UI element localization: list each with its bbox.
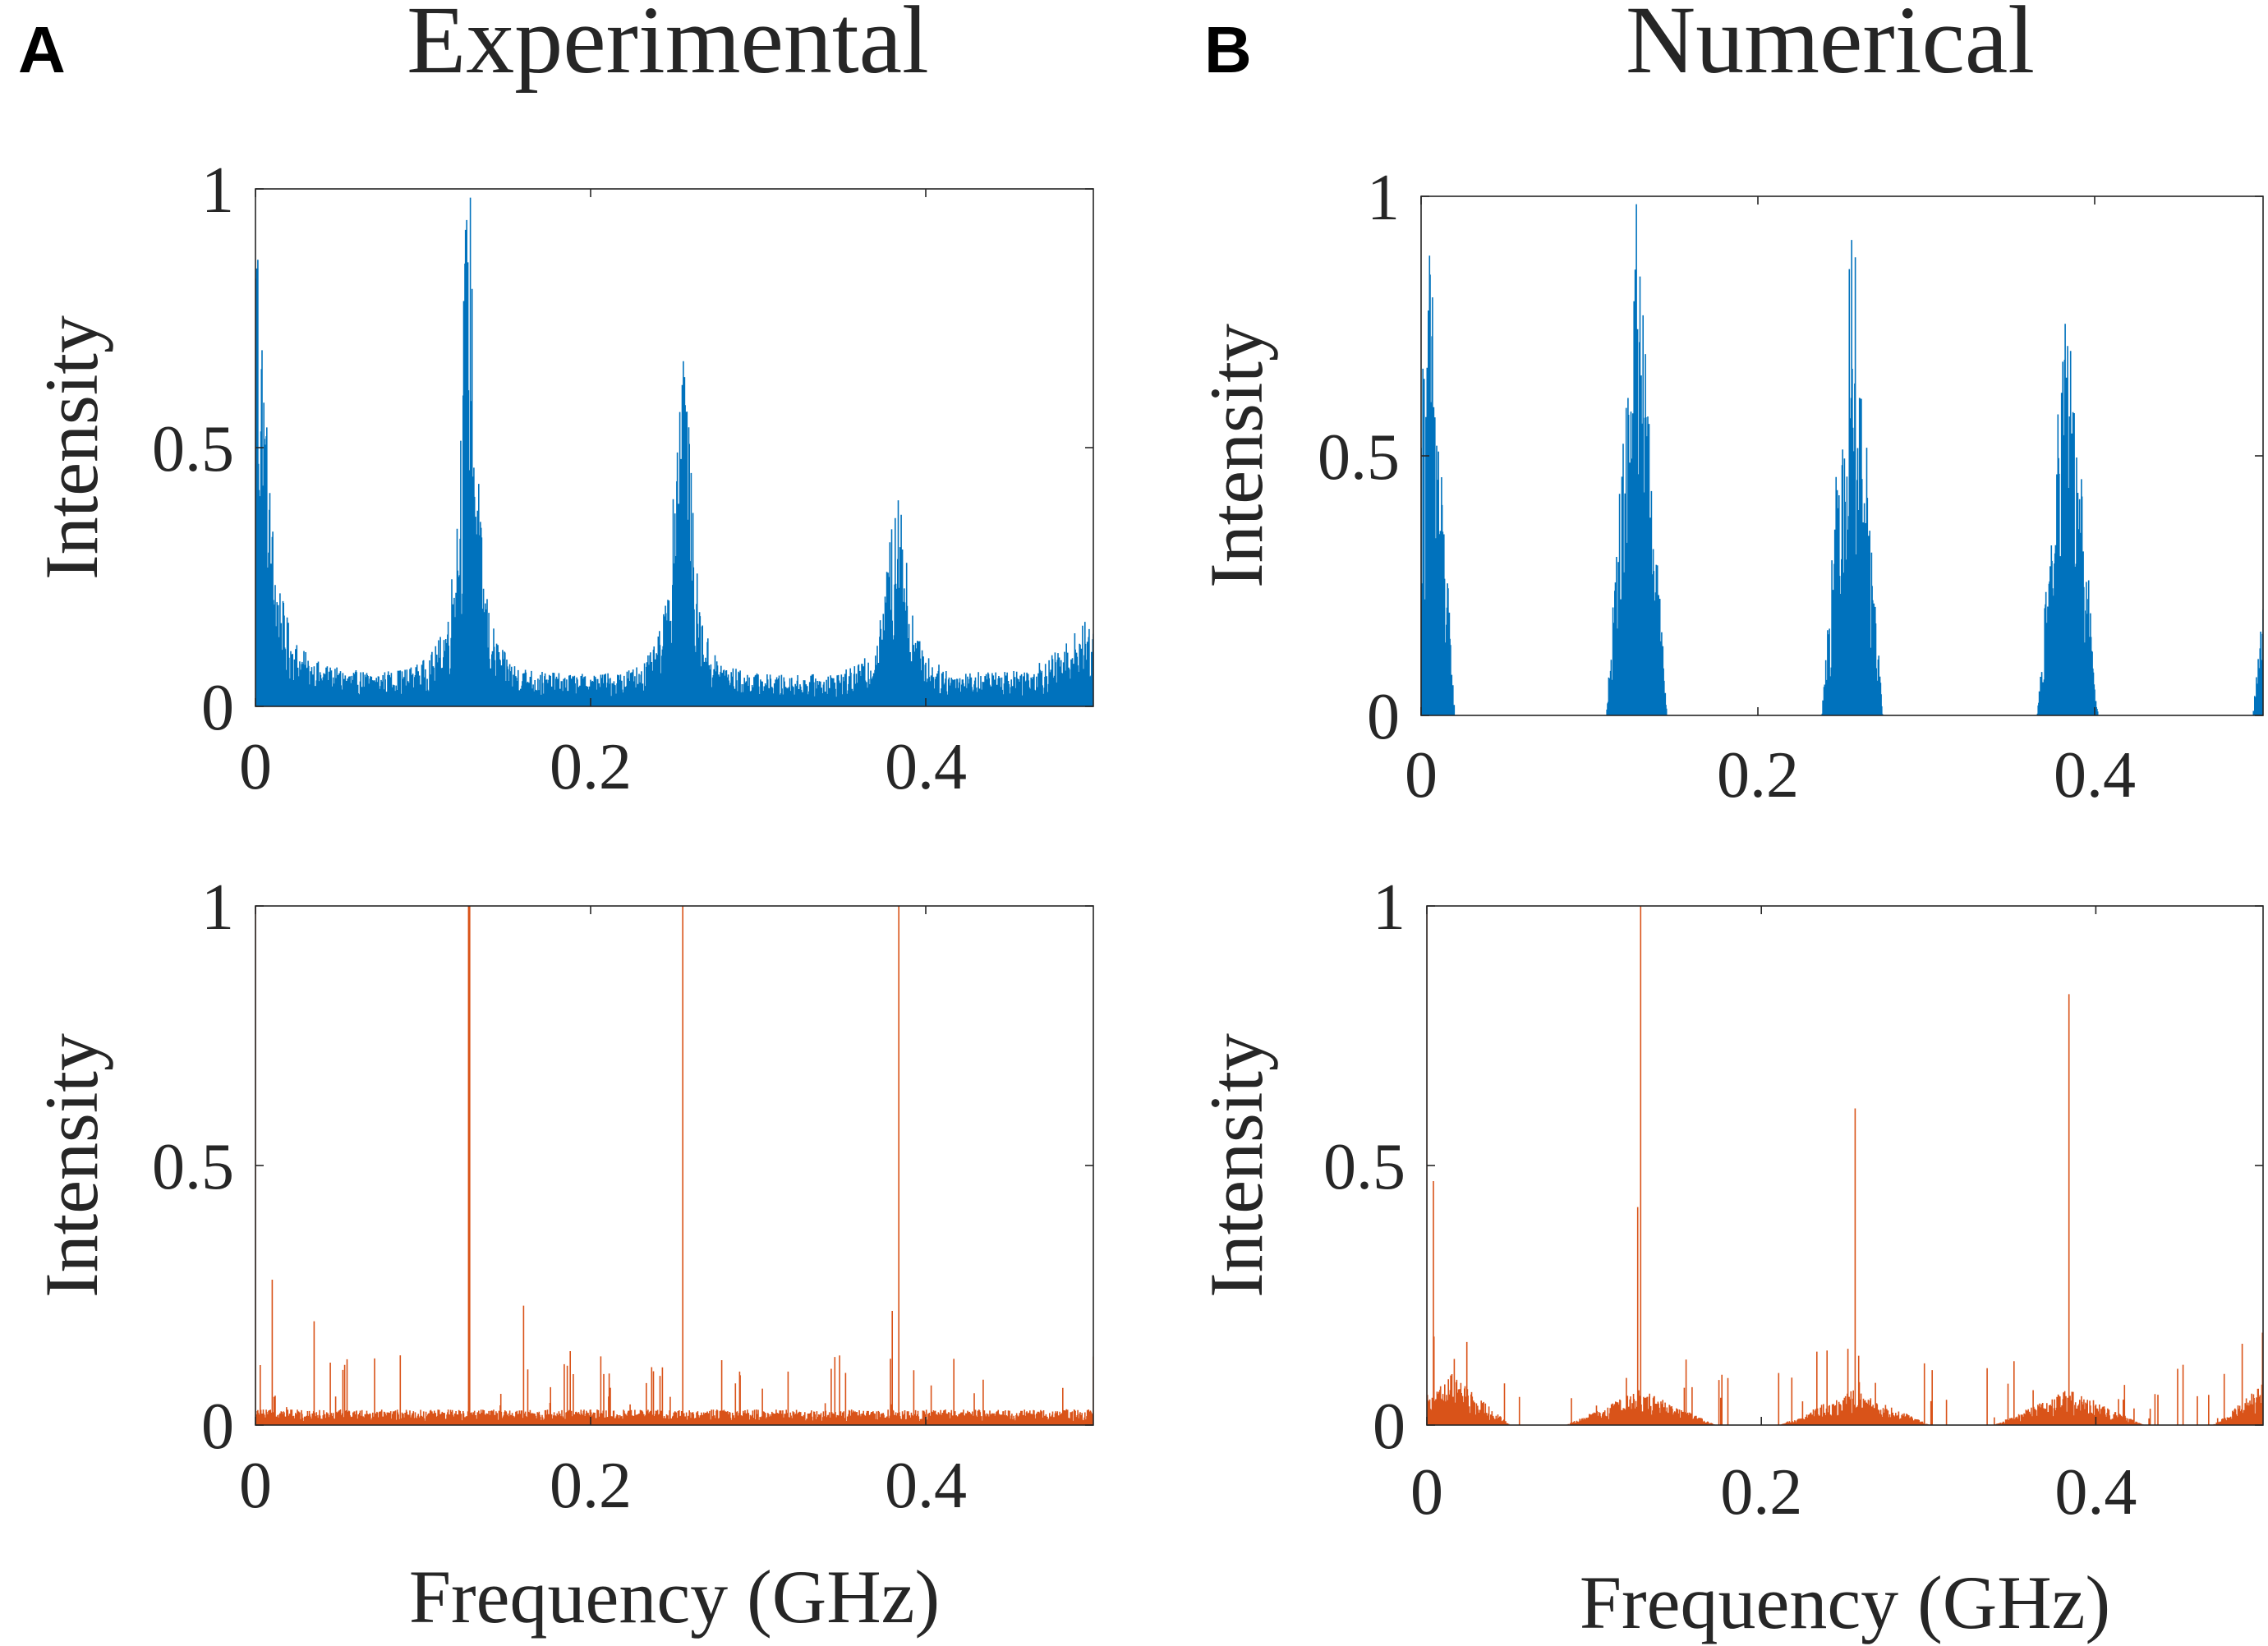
x-tick-label: 0.4 [2054,1456,2137,1529]
y-tick-label: 0.5 [152,413,234,485]
x-axis-label: Frequency (GHz) [1580,1561,2110,1644]
x-tick-label: 0.2 [1717,739,1799,812]
x-tick-label: 0.2 [550,1450,632,1522]
y-axis-label: Intensity [1194,1033,1278,1298]
y-tick-label: 1 [1367,162,1400,234]
y-tick-label: 1 [1373,871,1405,944]
y-tick-label: 0 [1373,1391,1405,1463]
column-title-numerical: Numerical [1626,0,2035,94]
y-axis-label: Intensity [1194,324,1278,588]
y-axis-label: Intensity [30,1033,113,1298]
x-tick-label: 0.2 [1720,1456,1802,1529]
chart-experimental-top: 0 0.2 0.4 0 0.5 1 Intensity [30,154,1094,803]
axes-box [1426,905,2264,1426]
y-tick-label: 0.5 [1318,421,1400,494]
axes-box [255,905,1094,1426]
y-tick-label: 0 [1367,681,1400,753]
x-tick-label: 0 [239,731,272,803]
x-tick-label: 0.4 [885,731,967,803]
x-tick-label: 0.2 [550,731,632,803]
column-title-experimental: Experimental [407,0,929,94]
y-tick-label: 0 [201,1391,234,1463]
x-tick-label: 0 [1410,1456,1443,1529]
x-tick-label: 0 [239,1450,272,1522]
spectrum-series [1421,204,2263,715]
spectrum-series [255,197,1093,706]
panel-letter-b: B [1204,13,1252,86]
spectrum-series [1427,906,2263,1425]
x-tick-label: 0 [1405,739,1438,812]
y-tick-label: 0.5 [152,1131,234,1203]
y-tick-label: 0 [201,672,234,744]
x-axis-label: Frequency (GHz) [409,1555,940,1639]
chart-numerical-top: 0 0.2 0.4 0 0.5 1 Intensity [1194,162,2264,812]
y-axis-label: Intensity [30,315,113,580]
y-tick-label: 1 [201,871,234,944]
chart-experimental-bottom: 0 0.2 0.4 0 0.5 1 Intensity Frequency (GHz) [30,871,1094,1639]
x-tick-label: 0.4 [2054,739,2136,812]
panel-letter-a: A [18,13,66,86]
y-tick-label: 1 [201,154,234,227]
x-tick-label: 0.4 [885,1450,967,1522]
spectrum-series [255,906,1093,1425]
y-tick-label: 0.5 [1323,1131,1405,1203]
chart-numerical-bottom: 0 0.2 0.4 0 0.5 1 Intensity Frequency (GHz) [1194,871,2264,1644]
